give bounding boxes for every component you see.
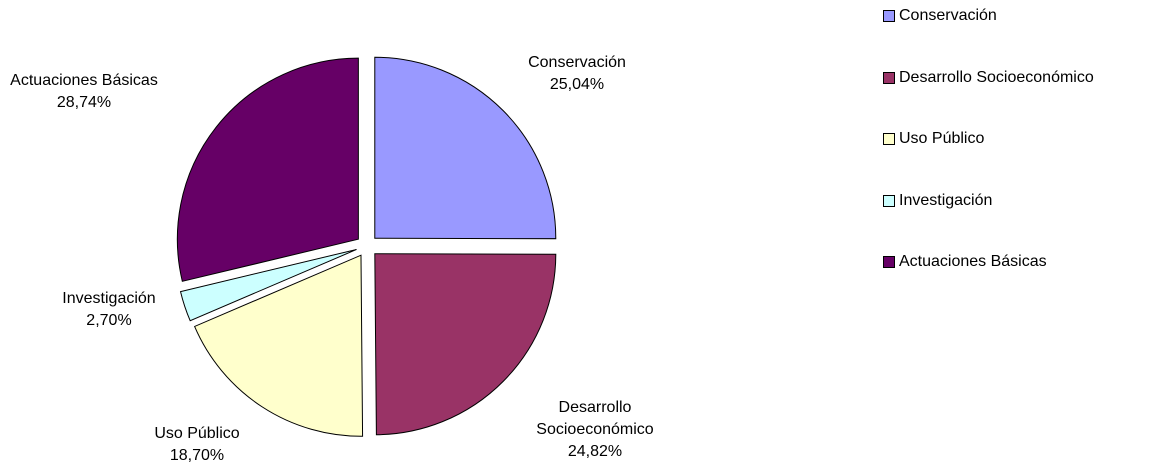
legend-label: Conservación — [899, 7, 997, 24]
legend: Conservación Desarrollo Socioeconómico Uso… — [883, 4, 1094, 312]
legend-label: Actuaciones Básicas — [899, 253, 1047, 270]
slice-label-desarrollo-socioeconomico: Desarrollo Socioeconómico 24,82% — [536, 397, 653, 463]
legend-label: Investigación — [899, 191, 993, 209]
slice-label-line: Socioeconómico — [536, 421, 654, 438]
legend-item-conservacion: Conservación — [883, 4, 1094, 28]
legend-label: Desarrollo Socioeconómico — [899, 68, 1094, 86]
slice-label-line: 24,82% — [567, 443, 623, 460]
slice-label-line: Conservación — [528, 54, 626, 71]
legend-item-desarrollo-socioeconomico: Desarrollo Socioeconómico — [883, 66, 1094, 90]
slice-label-line: 18,70% — [169, 447, 225, 464]
pie-slice-uso-publico — [193, 254, 364, 437]
slice-label-investigacion: Investigación 2,70% — [62, 288, 155, 332]
slice-label-line: Investigación — [62, 290, 156, 307]
legend-swatch — [883, 256, 895, 268]
slice-label-line: 25,04% — [549, 76, 605, 93]
legend-item-actuaciones-basicas: Actuaciones Básicas — [883, 250, 1094, 274]
legend-item-investigacion: Investigación — [883, 189, 1094, 213]
slice-label-line: 28,74% — [56, 94, 112, 111]
pie-slice-conservacion — [374, 56, 557, 240]
legend-label: Uso Público — [899, 130, 985, 147]
legend-item-uso-publico: Uso Público — [883, 127, 1094, 151]
legend-swatch — [883, 133, 895, 145]
slice-label-line: Actuaciones Básicas — [10, 72, 158, 89]
legend-swatch — [883, 194, 895, 207]
slice-label-line: 2,70% — [86, 312, 132, 329]
slice-label-line: Desarrollo — [558, 399, 632, 416]
pie-slice-actuaciones-basicas — [176, 57, 359, 282]
slice-label-actuaciones-basicas: Actuaciones Básicas 28,74% — [10, 70, 158, 114]
slice-label-conservacion: Conservación 25,04% — [528, 52, 626, 96]
pie-slice-desarrollo-socioeconomico — [374, 253, 557, 436]
legend-swatch — [883, 10, 895, 22]
legend-swatch — [883, 71, 895, 84]
slice-label-line: Uso Público — [154, 425, 240, 442]
pie-slice-investigacion — [179, 248, 357, 322]
slice-label-uso-publico: Uso Público 18,70% — [154, 423, 239, 467]
